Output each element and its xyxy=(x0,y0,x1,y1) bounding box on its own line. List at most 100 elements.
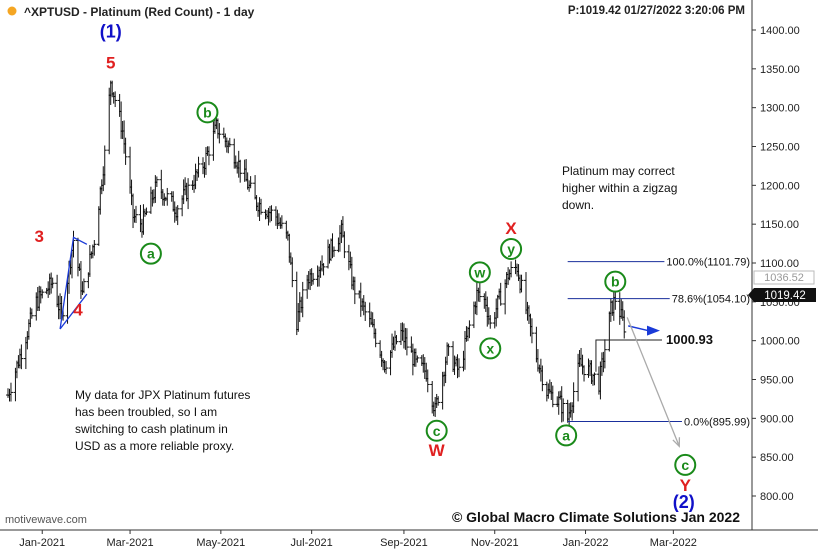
ohlc-bar xyxy=(321,263,326,276)
projection-arrow-head xyxy=(647,325,660,336)
price-tick-label: 1200.00 xyxy=(760,180,800,192)
price-status: P:1019.42 01/27/2022 3:20:06 PM xyxy=(568,5,745,17)
wave-label-b: b xyxy=(196,101,219,124)
wave-label-circle xyxy=(425,419,448,442)
price-tick-label: 1250.00 xyxy=(760,142,800,154)
wave-label-circle xyxy=(555,424,578,447)
ohlc-bar xyxy=(519,274,524,293)
note-right-line-3: down. xyxy=(562,198,594,212)
wave-label-text: c xyxy=(433,423,441,439)
ohlc-bar xyxy=(311,272,316,285)
wave-label-c: c xyxy=(674,453,697,476)
time-axis[interactable]: Jan-2021 Mar-2021 May-2021 Jul-2021 Sep-2021… xyxy=(0,529,818,549)
ohlc-bar xyxy=(592,372,597,386)
projected-path xyxy=(626,317,680,447)
ohlc-bar xyxy=(404,328,409,356)
price-tag-label: 1019.42 xyxy=(764,290,806,302)
note-right-line-2: higher within a zigzag xyxy=(562,181,677,195)
ohlc-bar xyxy=(248,176,253,189)
ohlc-bar xyxy=(144,207,149,216)
price-tick-label: 800.00 xyxy=(760,491,794,503)
wave-label-c: c xyxy=(425,419,448,442)
price-tag-box xyxy=(754,288,816,302)
time-tick-label: Jul-2021 xyxy=(291,537,333,549)
time-tick-label: Nov-2021 xyxy=(471,537,519,549)
time-tick-label: Mar-2021 xyxy=(107,537,154,549)
note-left-line-2: has been troubled, so I am xyxy=(75,405,217,419)
wave-label-circle xyxy=(196,101,219,124)
ohlc-bar xyxy=(425,369,430,393)
wave-label-text: c xyxy=(681,457,689,473)
wave-label-Y: Y xyxy=(680,476,692,495)
watermark: motivewave.com xyxy=(5,514,87,526)
ohlc-bar xyxy=(175,205,180,226)
ohlc-bar xyxy=(509,261,514,278)
ohlc-bar xyxy=(477,283,482,303)
fib-label-bg xyxy=(669,293,752,306)
price-tick-label: 1100.00 xyxy=(760,258,799,270)
ohlc-bar xyxy=(92,239,97,256)
ohlc-bar xyxy=(571,382,576,414)
wave-label-w: w xyxy=(468,261,491,284)
ohlc-bar xyxy=(290,257,295,288)
wave-label-text: y xyxy=(507,241,515,257)
time-tick-label: Jan-2021 xyxy=(19,537,65,549)
ohlc-bar xyxy=(269,205,274,222)
price-tag-pointer xyxy=(748,288,754,302)
ohlc-bar xyxy=(81,278,86,294)
price-tick-label: 900.00 xyxy=(760,413,794,425)
price-tick-label: 850.00 xyxy=(760,452,794,464)
ohlc-bar xyxy=(384,361,389,375)
chart-header: ^XPTUSD - Platinum (Red Count) - 1 day P… xyxy=(7,5,745,19)
ohlc-bar xyxy=(622,310,627,339)
ohlc-bar xyxy=(227,137,232,148)
ohlc-bar xyxy=(19,344,24,370)
wave-label-X: X xyxy=(505,219,517,238)
ohlc-bar xyxy=(154,176,159,188)
time-tick-label: Jan-2022 xyxy=(563,537,609,549)
price-tick-label: 1000.00 xyxy=(760,336,800,348)
ohlc-bar xyxy=(436,396,441,406)
ohlc-bar xyxy=(186,178,191,210)
ohlc-bar xyxy=(415,355,420,363)
ohlc-bar xyxy=(352,276,357,305)
time-tick-label: Mar-2022 xyxy=(650,537,697,549)
copyright: © Global Macro Climate Solutions Jan 202… xyxy=(452,509,740,525)
wave-triangle xyxy=(59,236,88,330)
ohlc-bars xyxy=(6,80,627,427)
note-left-line-3: switching to cash platinum in xyxy=(75,422,228,436)
wave-label-text: w xyxy=(473,264,485,280)
chart-title: ^XPTUSD - Platinum (Red Count) - 1 day xyxy=(24,5,255,19)
ohlc-bar xyxy=(123,137,128,165)
ohlc-bar xyxy=(217,123,222,144)
ohlc-bar xyxy=(467,320,472,339)
plot-area[interactable]: 100.0%(1101.79) 78.6%(1054.10) 0.0%(895.99… xyxy=(6,22,752,513)
note-left-line-1: My data for JPX Platinum futures xyxy=(75,388,250,402)
wave-label-text: b xyxy=(203,104,212,120)
wave-label-text: a xyxy=(147,246,155,262)
ohlc-bar xyxy=(498,282,503,306)
ohlc-bar xyxy=(363,301,368,321)
wave-label-circle xyxy=(604,270,627,293)
ohlc-bar xyxy=(394,335,399,345)
wave-label-p2p: (2) xyxy=(673,492,695,512)
ohlc-bar xyxy=(50,277,55,289)
wave-label-a: a xyxy=(139,242,162,265)
ohlc-bar xyxy=(342,231,347,259)
ohlc-bar xyxy=(279,215,284,229)
wave-label-text: x xyxy=(486,340,494,356)
price-tick-label: 950.00 xyxy=(760,375,794,387)
ohlc-bar xyxy=(134,205,139,223)
price-axis[interactable]: 1400.00 1350.00 1300.00 1250.00 1200.00 1150.… xyxy=(751,0,800,530)
wave-label-circle xyxy=(479,337,502,360)
ohlc-bar xyxy=(238,159,243,183)
wave-label-circle xyxy=(674,453,697,476)
note-left-line-4: USD as a more reliable proxy. xyxy=(75,439,234,453)
wave-label-circle xyxy=(468,261,491,284)
wave-label-x: x xyxy=(479,337,502,360)
wave-label-circle xyxy=(139,242,162,265)
time-tick-label: May-2021 xyxy=(196,537,245,549)
ohlc-bar xyxy=(259,198,264,215)
wave-label-5: 5 xyxy=(106,54,115,73)
